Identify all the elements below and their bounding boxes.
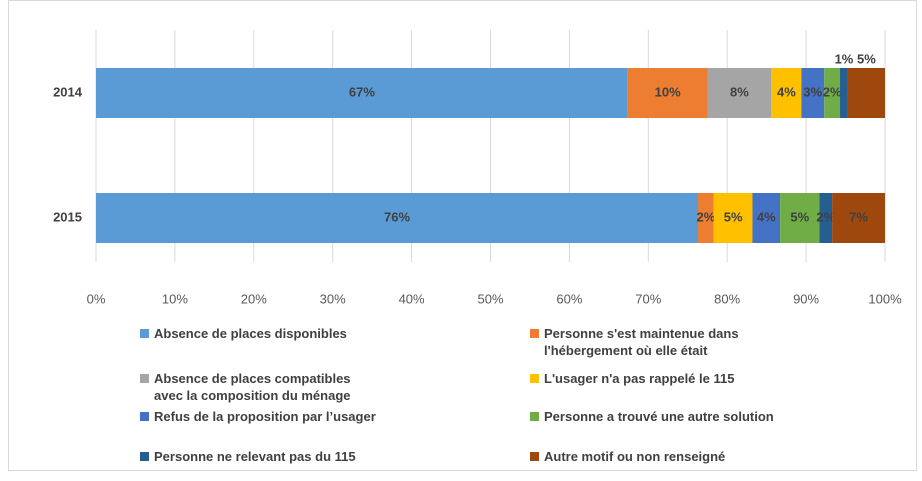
value-label: 4% — [777, 84, 796, 99]
value-label: 1% — [835, 51, 854, 66]
value-label: 10% — [655, 84, 681, 99]
value-label: 5% — [790, 209, 809, 224]
value-label: 8% — [730, 84, 749, 99]
bar-segment — [96, 193, 699, 243]
bar-segment — [801, 68, 825, 118]
legend-swatch — [140, 329, 149, 338]
value-label: 5% — [857, 51, 876, 66]
x-tick-label: 70% — [635, 291, 661, 306]
legend-swatch — [530, 412, 539, 421]
legend-item: Absence de places compatibles avec la co… — [140, 370, 380, 404]
legend-label: Autre motif ou non renseigné — [544, 449, 726, 464]
legend-item: Absence de places disponibles — [140, 325, 400, 342]
chart-border — [8, 0, 917, 471]
x-tick-label: 100% — [868, 291, 902, 306]
legend-item: Personne ne relevant pas du 115 — [140, 448, 400, 465]
legend-item: L'usager n'a pas rappelé le 115 — [530, 370, 790, 387]
x-tick-label: 90% — [793, 291, 819, 306]
value-label: 2% — [823, 84, 842, 99]
legend-item: Personne s'est maintenue dans l'hébergem… — [530, 325, 790, 359]
bar-segment — [824, 68, 841, 118]
x-tick-label: 30% — [320, 291, 346, 306]
bar-segment — [771, 68, 802, 118]
bar-segment — [713, 193, 753, 243]
y-tick-label: 2014 — [53, 84, 83, 99]
bar-segment — [819, 193, 833, 243]
legend-label: Refus de la proposition par l’usager — [154, 409, 376, 424]
bar-segment — [96, 68, 628, 118]
legend-swatch — [140, 412, 149, 421]
bar-segment — [847, 68, 885, 118]
x-tick-label: 0% — [87, 291, 106, 306]
legend-label: Absence de places compatibles avec la co… — [154, 371, 351, 403]
x-tick-label: 60% — [556, 291, 582, 306]
x-tick-label: 20% — [241, 291, 267, 306]
value-label: 7% — [849, 209, 868, 224]
value-label: 5% — [724, 209, 743, 224]
bar-segment — [832, 193, 885, 243]
x-tick-label: 10% — [162, 291, 188, 306]
legend-swatch — [530, 329, 539, 338]
legend-swatch — [530, 374, 539, 383]
legend-item: Refus de la proposition par l’usager — [140, 408, 400, 425]
legend-label: Absence de places disponibles — [154, 326, 347, 341]
bar-segment — [698, 193, 714, 243]
bar-segment — [627, 68, 708, 118]
legend-label: Personne ne relevant pas du 115 — [154, 449, 356, 464]
value-label: 2% — [816, 209, 835, 224]
legend-label: L'usager n'a pas rappelé le 115 — [544, 371, 735, 386]
legend-item: Autre motif ou non renseigné — [530, 448, 790, 465]
bar-segment — [840, 68, 848, 118]
value-label: 4% — [757, 209, 776, 224]
x-tick-label: 50% — [477, 291, 503, 306]
x-tick-label: 80% — [714, 291, 740, 306]
bar-segment — [780, 193, 820, 243]
y-tick-label: 2015 — [53, 209, 82, 224]
value-label: 67% — [349, 84, 375, 99]
legend-swatch — [140, 452, 149, 461]
bar-segment — [707, 68, 772, 118]
x-tick-label: 40% — [399, 291, 425, 306]
legend-label: Personne s'est maintenue dans l'hébergem… — [544, 326, 739, 358]
value-label: 2% — [696, 209, 715, 224]
legend-swatch — [140, 374, 149, 383]
value-label: 3% — [803, 84, 822, 99]
legend-label: Personne a trouvé une autre solution — [544, 409, 774, 424]
legend-item: Personne a trouvé une autre solution — [530, 408, 790, 425]
bar-segment — [752, 193, 781, 243]
value-label: 76% — [384, 209, 410, 224]
legend-swatch — [530, 452, 539, 461]
